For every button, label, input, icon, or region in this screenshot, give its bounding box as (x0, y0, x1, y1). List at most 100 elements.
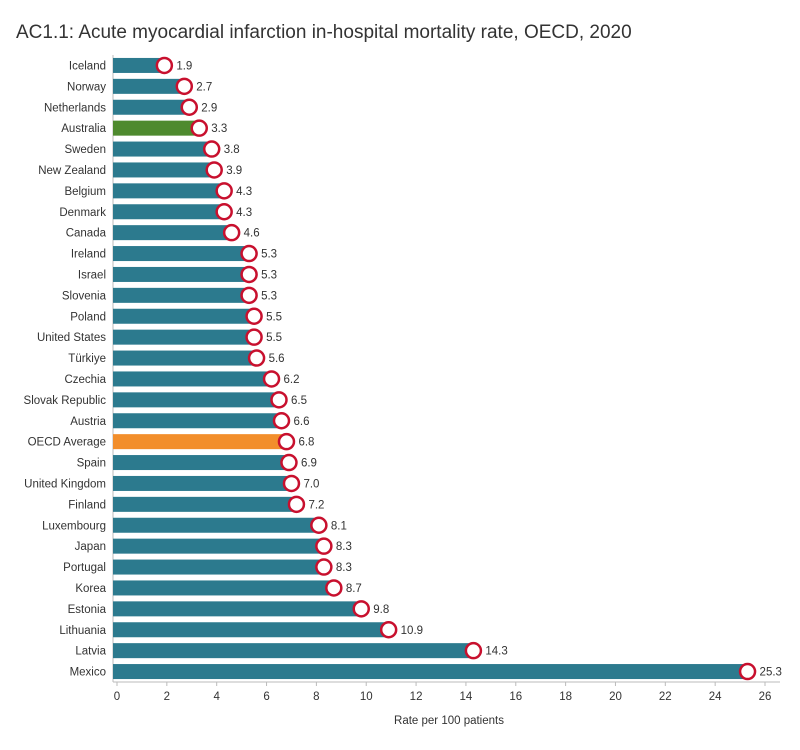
bar (113, 329, 255, 345)
y-tick-label: Korea (75, 583, 106, 595)
bar (113, 475, 292, 491)
flag-icon (155, 56, 174, 75)
value-label: 6.2 (284, 374, 300, 386)
value-label: 9.8 (373, 604, 389, 616)
y-tick-label: Poland (70, 311, 106, 323)
bar (113, 664, 748, 680)
y-tick-label: Finland (68, 499, 106, 511)
y-tick-label: Latvia (75, 646, 106, 658)
y-tick-label: Canada (66, 228, 107, 240)
value-label: 5.3 (261, 290, 277, 302)
flag-icon (202, 140, 221, 158)
value-label: 5.3 (261, 249, 277, 261)
flag-icon (315, 558, 333, 576)
x-tick-label: 18 (559, 691, 572, 703)
value-label: 7.2 (308, 499, 324, 511)
flag-icon (215, 203, 233, 221)
bar (113, 350, 257, 366)
flag-icon (287, 495, 306, 514)
bar (113, 225, 232, 241)
flag-icon (282, 474, 301, 493)
flag-icon (215, 182, 233, 200)
y-tick-label: Netherlands (44, 102, 106, 114)
y-tick-label: Slovenia (62, 290, 107, 302)
flag-icon (240, 265, 258, 284)
flag-icon (240, 244, 258, 263)
y-tick-label: Estonia (68, 604, 107, 616)
value-label: 3.3 (211, 123, 227, 135)
flag-icon (379, 621, 398, 639)
y-tick-label: Lithuania (59, 625, 106, 637)
x-tick-label: 24 (709, 691, 722, 703)
x-tick-label: 2 (164, 691, 170, 703)
x-tick-label: 8 (313, 691, 319, 703)
bar (113, 622, 389, 638)
value-label: 14.3 (485, 646, 507, 658)
value-label: 25.3 (760, 667, 782, 679)
flag-icon (240, 286, 258, 305)
y-tick-label: OECD Average (28, 437, 106, 449)
x-tick-label: 12 (410, 691, 423, 703)
value-label: 8.1 (331, 520, 347, 532)
x-tick-label: 4 (213, 691, 220, 703)
bar (113, 455, 289, 471)
x-tick-label: 26 (759, 691, 772, 703)
y-tick-label: United Kingdom (24, 478, 106, 490)
bar (113, 434, 287, 450)
flag-icon (277, 432, 296, 451)
y-tick-label: Denmark (59, 207, 106, 219)
flag-icon (205, 161, 223, 179)
y-tick-label: Czechia (64, 374, 106, 386)
flag-icon (270, 391, 288, 409)
bar (113, 246, 250, 262)
y-tick-label: Luxembourg (42, 520, 106, 532)
bar (113, 643, 474, 659)
value-label: 4.3 (236, 186, 252, 198)
value-label: 5.5 (266, 332, 282, 344)
value-label: 6.8 (298, 437, 314, 449)
bar (113, 517, 319, 533)
flag-icon (280, 453, 298, 472)
value-label: 7.0 (303, 478, 319, 490)
y-tick-label: Slovak Republic (24, 395, 107, 407)
bar (113, 496, 297, 512)
flag-icon (247, 349, 266, 367)
y-tick-label: Australia (61, 123, 106, 135)
bar (113, 183, 225, 199)
value-label: 6.5 (291, 395, 307, 407)
y-tick-label: Mexico (70, 667, 106, 679)
flag-icon (245, 307, 263, 325)
x-tick-label: 10 (360, 691, 373, 703)
flag-icon (180, 98, 199, 116)
chart-title: AC1.1: Acute myocardial infarction in-ho… (16, 22, 632, 43)
x-axis-label: Rate per 100 patients (394, 715, 504, 727)
flag-icon (222, 223, 241, 242)
value-label: 5.6 (269, 353, 285, 365)
value-label: 4.6 (244, 228, 260, 240)
bar (113, 392, 279, 408)
value-label: 6.6 (293, 416, 309, 428)
value-label: 8.3 (336, 562, 352, 574)
flag-icon (352, 600, 370, 618)
x-tick-label: 22 (659, 691, 672, 703)
value-label: 2.7 (196, 81, 212, 93)
x-tick-label: 6 (263, 691, 269, 703)
value-label: 3.8 (224, 144, 240, 156)
bar (113, 559, 324, 575)
y-tick-label: Belgium (64, 186, 106, 198)
bar (113, 78, 185, 94)
bar (113, 204, 225, 220)
flag-icon (190, 119, 208, 137)
bar (113, 120, 200, 136)
bar (113, 141, 212, 157)
bar (113, 413, 282, 429)
bar (113, 287, 250, 303)
flag-icon (464, 641, 483, 660)
flag-icon (315, 537, 333, 555)
flag-icon (738, 662, 757, 681)
flag-icon (262, 370, 281, 388)
value-label: 5.3 (261, 269, 277, 281)
y-tick-label: Norway (67, 81, 106, 93)
bar (113, 99, 190, 115)
